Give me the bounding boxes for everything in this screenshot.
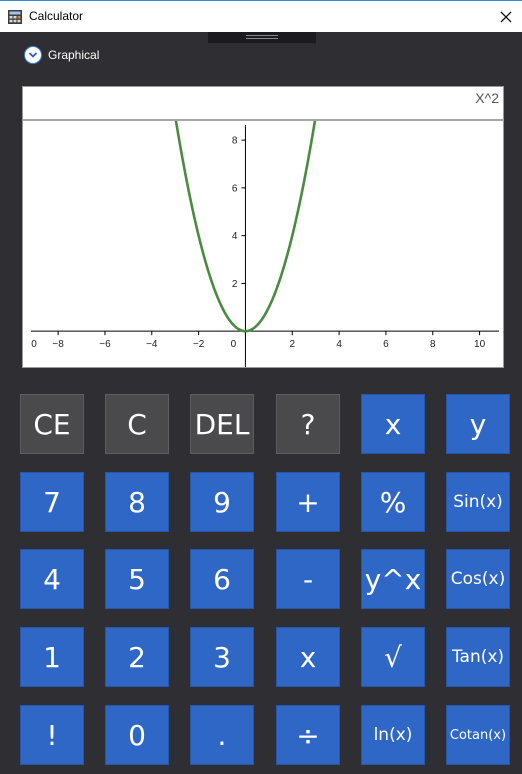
key-label: 8 — [128, 485, 146, 519]
key-label: 9 — [213, 485, 231, 519]
sqrt-button[interactable]: √ — [361, 627, 425, 687]
power-button[interactable]: y^x — [361, 549, 425, 609]
digit-9-button[interactable]: 9 — [190, 472, 254, 532]
ce-button[interactable]: CE — [20, 394, 84, 454]
ln-button[interactable]: ln(x) — [361, 705, 425, 765]
key-label: - — [302, 562, 314, 596]
cotan-button[interactable]: Cotan(x) — [446, 705, 510, 765]
x-tick-label: 0 — [31, 339, 37, 350]
key-label: Sin(x) — [453, 492, 503, 512]
key-label: 4 — [43, 562, 61, 596]
y-tick-label: 2 — [232, 279, 238, 290]
subtract-button[interactable]: - — [276, 549, 340, 609]
drag-handle-grip — [246, 38, 278, 39]
clear-button[interactable]: C — [105, 394, 169, 454]
graph-panel: X^2 0 −8 −6 −4 −2 0 2 4 6 8 10 2 4 6 8 — [22, 86, 504, 368]
key-label: Cotan(x) — [449, 727, 507, 743]
divide-button[interactable]: ÷ — [276, 705, 340, 765]
x-tick-label: 4 — [336, 339, 342, 350]
digit-2-button[interactable]: 2 — [105, 627, 169, 687]
key-label: C — [127, 407, 147, 441]
key-label: CE — [33, 407, 71, 441]
digit-8-button[interactable]: 8 — [105, 472, 169, 532]
digit-6-button[interactable]: 6 — [190, 549, 254, 609]
delete-button[interactable]: DEL — [190, 394, 254, 454]
cos-button[interactable]: Cos(x) — [446, 549, 510, 609]
x-tick-label: −4 — [146, 339, 158, 350]
mode-label: Graphical — [48, 48, 100, 62]
digit-1-button[interactable]: 1 — [20, 627, 84, 687]
multiply-button[interactable]: x — [276, 627, 340, 687]
variable-x-button[interactable]: x — [361, 394, 425, 454]
mode-toggle[interactable]: Graphical — [24, 46, 99, 64]
key-label: √ — [384, 640, 402, 674]
x-tick-label: −6 — [99, 339, 111, 350]
key-label: ? — [300, 407, 316, 441]
function-plot: 0 −8 −6 −4 −2 0 2 4 6 8 10 2 4 6 8 — [31, 121, 499, 367]
key-label: x — [299, 640, 317, 674]
title-bar: Calculator — [0, 0, 522, 32]
chevron-down-icon — [28, 52, 38, 58]
key-label: ÷ — [296, 718, 320, 752]
digit-4-button[interactable]: 4 — [20, 549, 84, 609]
y-tick-label: 6 — [232, 183, 238, 194]
window-title: Calculator — [29, 9, 84, 23]
key-label: 3 — [213, 640, 231, 674]
digit-3-button[interactable]: 3 — [190, 627, 254, 687]
decimal-button[interactable]: . — [190, 705, 254, 765]
key-label: 1 — [43, 640, 61, 674]
key-label: + — [296, 485, 320, 519]
y-tick-label: 4 — [232, 231, 238, 242]
digit-0-button[interactable]: 0 — [105, 705, 169, 765]
tan-button[interactable]: Tan(x) — [446, 627, 510, 687]
digit-5-button[interactable]: 5 — [105, 549, 169, 609]
key-label: 7 — [43, 485, 61, 519]
expression-text: X^2 — [475, 90, 499, 106]
key-label: x — [384, 407, 402, 441]
key-label: y^x — [364, 562, 422, 596]
x-tick-label: 0 — [231, 339, 237, 350]
x-tick-label: 2 — [289, 339, 295, 350]
digit-7-button[interactable]: 7 — [20, 472, 84, 532]
key-label: . — [217, 718, 227, 752]
key-label: 5 — [128, 562, 146, 596]
x-tick-label: 6 — [383, 339, 389, 350]
mode-expand-button[interactable] — [24, 46, 42, 64]
variable-y-button[interactable]: y — [446, 394, 510, 454]
percent-button[interactable]: % — [361, 472, 425, 532]
sin-button[interactable]: Sin(x) — [446, 472, 510, 532]
key-label: Cos(x) — [450, 569, 506, 589]
x-tick-label: 10 — [474, 339, 486, 350]
key-label: % — [379, 485, 407, 519]
add-button[interactable]: + — [276, 472, 340, 532]
key-label: ln(x) — [373, 725, 413, 745]
key-label: 0 — [128, 718, 146, 752]
key-label: 2 — [128, 640, 146, 674]
key-label: y — [469, 407, 487, 441]
calculator-app-icon — [8, 10, 22, 24]
drag-handle[interactable] — [208, 32, 316, 43]
factorial-button[interactable]: ! — [20, 705, 84, 765]
y-tick-label: 8 — [232, 136, 238, 147]
key-label: 6 — [213, 562, 231, 596]
expression-display[interactable]: X^2 — [23, 87, 503, 121]
key-label: DEL — [194, 407, 250, 441]
x-tick-label: 8 — [430, 339, 436, 350]
key-label: ! — [46, 718, 58, 752]
key-label: Tan(x) — [451, 647, 505, 667]
close-button[interactable] — [490, 1, 522, 32]
drag-handle-grip — [246, 35, 278, 36]
help-button[interactable]: ? — [276, 394, 340, 454]
x-tick-label: −2 — [193, 339, 205, 350]
close-icon — [500, 11, 512, 22]
x-tick-label: −8 — [52, 339, 64, 350]
